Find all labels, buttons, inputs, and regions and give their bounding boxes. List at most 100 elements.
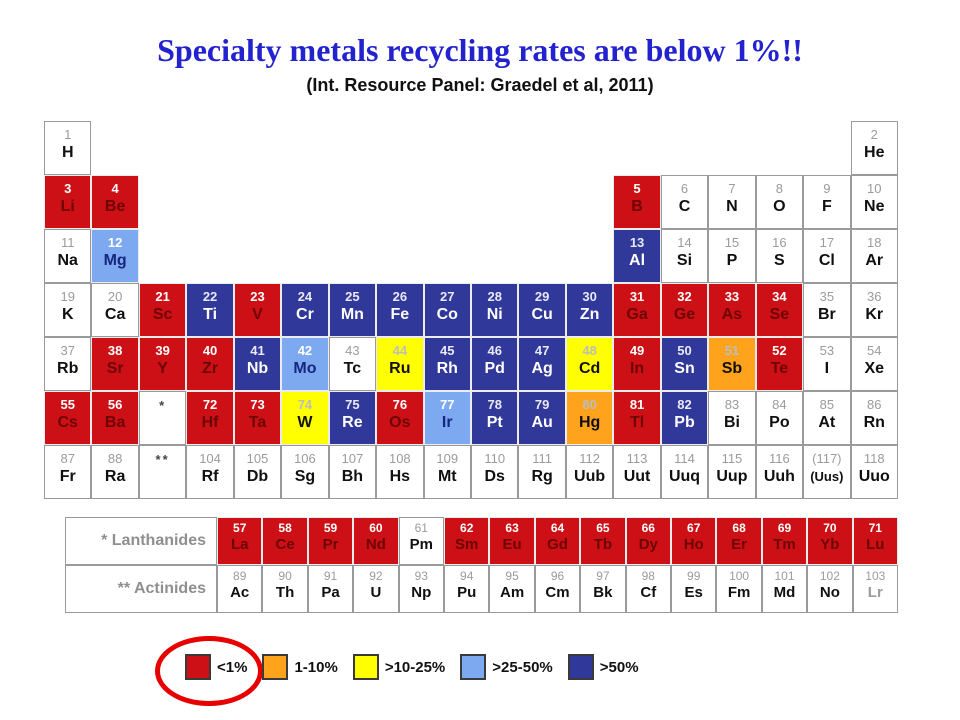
- element-symbol: O: [773, 198, 786, 215]
- atomic-number: 68: [732, 521, 746, 535]
- element-symbol: Ta: [248, 414, 267, 431]
- element-cell-Uut: 113 Uut: [613, 445, 661, 499]
- atomic-number: 102: [819, 569, 840, 583]
- element-symbol: W: [297, 414, 313, 431]
- element-cell-Ge: 32 Ge: [660, 283, 709, 337]
- element-symbol: Fe: [390, 306, 410, 323]
- atomic-number: 76: [392, 397, 408, 412]
- element-cell-Cf: 98 Cf: [625, 565, 671, 613]
- element-cell-In: 49 In: [613, 337, 661, 391]
- element-cell-Hs: 108 Hs: [376, 445, 424, 499]
- element-symbol: At: [818, 414, 836, 431]
- lanthanide-actinide-block: * Lanthanides 57 La 58 Ce 59 Pr 60 Nd 61 Pm 62 Sm 63 E…: [65, 517, 898, 613]
- element-symbol: S: [774, 252, 785, 269]
- atomic-number: 115: [721, 451, 743, 466]
- element-cell-Se: 34 Se: [755, 283, 804, 337]
- element-cell-Ra: 88 Ra: [91, 445, 139, 499]
- element-symbol: Uuo: [858, 468, 890, 485]
- element-symbol: Cu: [531, 306, 553, 323]
- atomic-number: 105: [246, 451, 269, 466]
- element-cell-Te: 52 Te: [755, 337, 804, 391]
- element-symbol: Y: [157, 360, 168, 377]
- atomic-number: 61: [414, 521, 428, 535]
- element-cell-Uub: 112 Uub: [565, 445, 614, 499]
- element-cell-Al: 13 Al: [613, 229, 661, 283]
- element-symbol: Mo: [293, 360, 317, 377]
- element-symbol: Mn: [340, 306, 364, 323]
- periodic-table: 1 H 2 He 3 Li 4 Be 5 B 6 C 7 N 8 O 9 F 10 Ne 11 Na 12 Mg 13 Al 14 S…: [44, 121, 898, 499]
- atomic-number: 80: [582, 397, 597, 412]
- element-cell-Ba: 56 Ba: [91, 391, 139, 445]
- element-cell-Fr: 87 Fr: [44, 445, 92, 499]
- element-symbol: Er: [731, 536, 748, 553]
- element-cell-Tl: 81 Tl: [613, 391, 661, 445]
- element-cell-W: 74 W: [281, 391, 329, 445]
- atomic-number: 40: [202, 343, 218, 358]
- element-cell-Xe: 54 Xe: [850, 337, 898, 391]
- element-cell-Np: 93 Np: [398, 565, 444, 613]
- atomic-number: 111: [532, 451, 553, 466]
- atomic-number: 10: [867, 181, 882, 196]
- element-symbol: Bk: [593, 584, 613, 601]
- atomic-number: 24: [297, 289, 313, 304]
- element-symbol: In: [629, 360, 645, 377]
- element-symbol: Pt: [486, 414, 503, 431]
- atomic-number: 106: [294, 451, 316, 466]
- atomic-number: 2: [870, 127, 878, 142]
- element-symbol: Tc: [343, 360, 362, 377]
- atomic-number: 90: [278, 569, 292, 583]
- atomic-number: 69: [777, 521, 792, 535]
- element-symbol: Re: [342, 414, 363, 431]
- element-symbol: Uut: [623, 468, 651, 485]
- atomic-number: 63: [505, 521, 519, 535]
- atomic-number: 41: [250, 343, 265, 358]
- atomic-number: 37: [60, 343, 75, 358]
- element-cell-Be: 4 Be: [91, 175, 139, 229]
- element-symbol: Zn: [579, 306, 600, 323]
- element-symbol: Uuh: [763, 468, 795, 485]
- element-cell-Cr: 24 Cr: [281, 283, 329, 337]
- actinide-marker-cell: **: [138, 445, 187, 499]
- element-symbol: Kr: [865, 306, 884, 323]
- atomic-number: 74: [297, 397, 313, 412]
- atomic-number: 98: [641, 569, 655, 583]
- atomic-number: 26: [392, 289, 408, 304]
- element-cell-Hg: 80 Hg: [565, 391, 614, 445]
- element-symbol: Zr: [202, 360, 219, 377]
- legend-label: >10-25%: [384, 658, 446, 676]
- atomic-number: 50: [677, 343, 692, 358]
- element-cell-Sb: 51 Sb: [708, 337, 756, 391]
- element-symbol: Tm: [773, 536, 796, 553]
- atomic-number: 15: [724, 235, 740, 250]
- atomic-number: 66: [641, 521, 655, 535]
- element-symbol: Sm: [455, 536, 479, 553]
- element-symbol: Na: [57, 252, 78, 269]
- element-cell-Ir: 77 Ir: [423, 391, 471, 445]
- lanthanide-marker-cell: *: [138, 391, 187, 445]
- atomic-number: 13: [629, 235, 645, 250]
- element-cell-Pr: 59 Pr: [307, 517, 354, 565]
- element-symbol: La: [230, 536, 249, 553]
- element-cell-Mn: 25 Mn: [328, 283, 377, 337]
- element-symbol: Hs: [389, 468, 411, 485]
- atomic-number: 49: [629, 343, 645, 358]
- atomic-number: 82: [677, 397, 692, 412]
- atomic-number: 6: [680, 181, 689, 196]
- element-symbol: Eu: [502, 536, 522, 553]
- element-symbol: N: [726, 198, 738, 215]
- element-cell-Pt: 78 Pt: [470, 391, 519, 445]
- atomic-number: 31: [629, 289, 645, 304]
- atomic-number: 67: [687, 521, 701, 535]
- element-symbol: Ge: [673, 306, 696, 323]
- atomic-number: 56: [107, 397, 123, 412]
- legend-label: >25-50%: [492, 658, 553, 676]
- element-cell-Es: 99 Es: [671, 565, 717, 613]
- element-symbol: Ca: [104, 306, 126, 323]
- element-cell-Rh: 45 Rh: [423, 337, 471, 391]
- element-symbol: Pb: [674, 414, 695, 431]
- element-cell-Ga: 31 Ga: [613, 283, 661, 337]
- atomic-number: 23: [250, 289, 265, 304]
- element-cell-Zr: 40 Zr: [186, 337, 234, 391]
